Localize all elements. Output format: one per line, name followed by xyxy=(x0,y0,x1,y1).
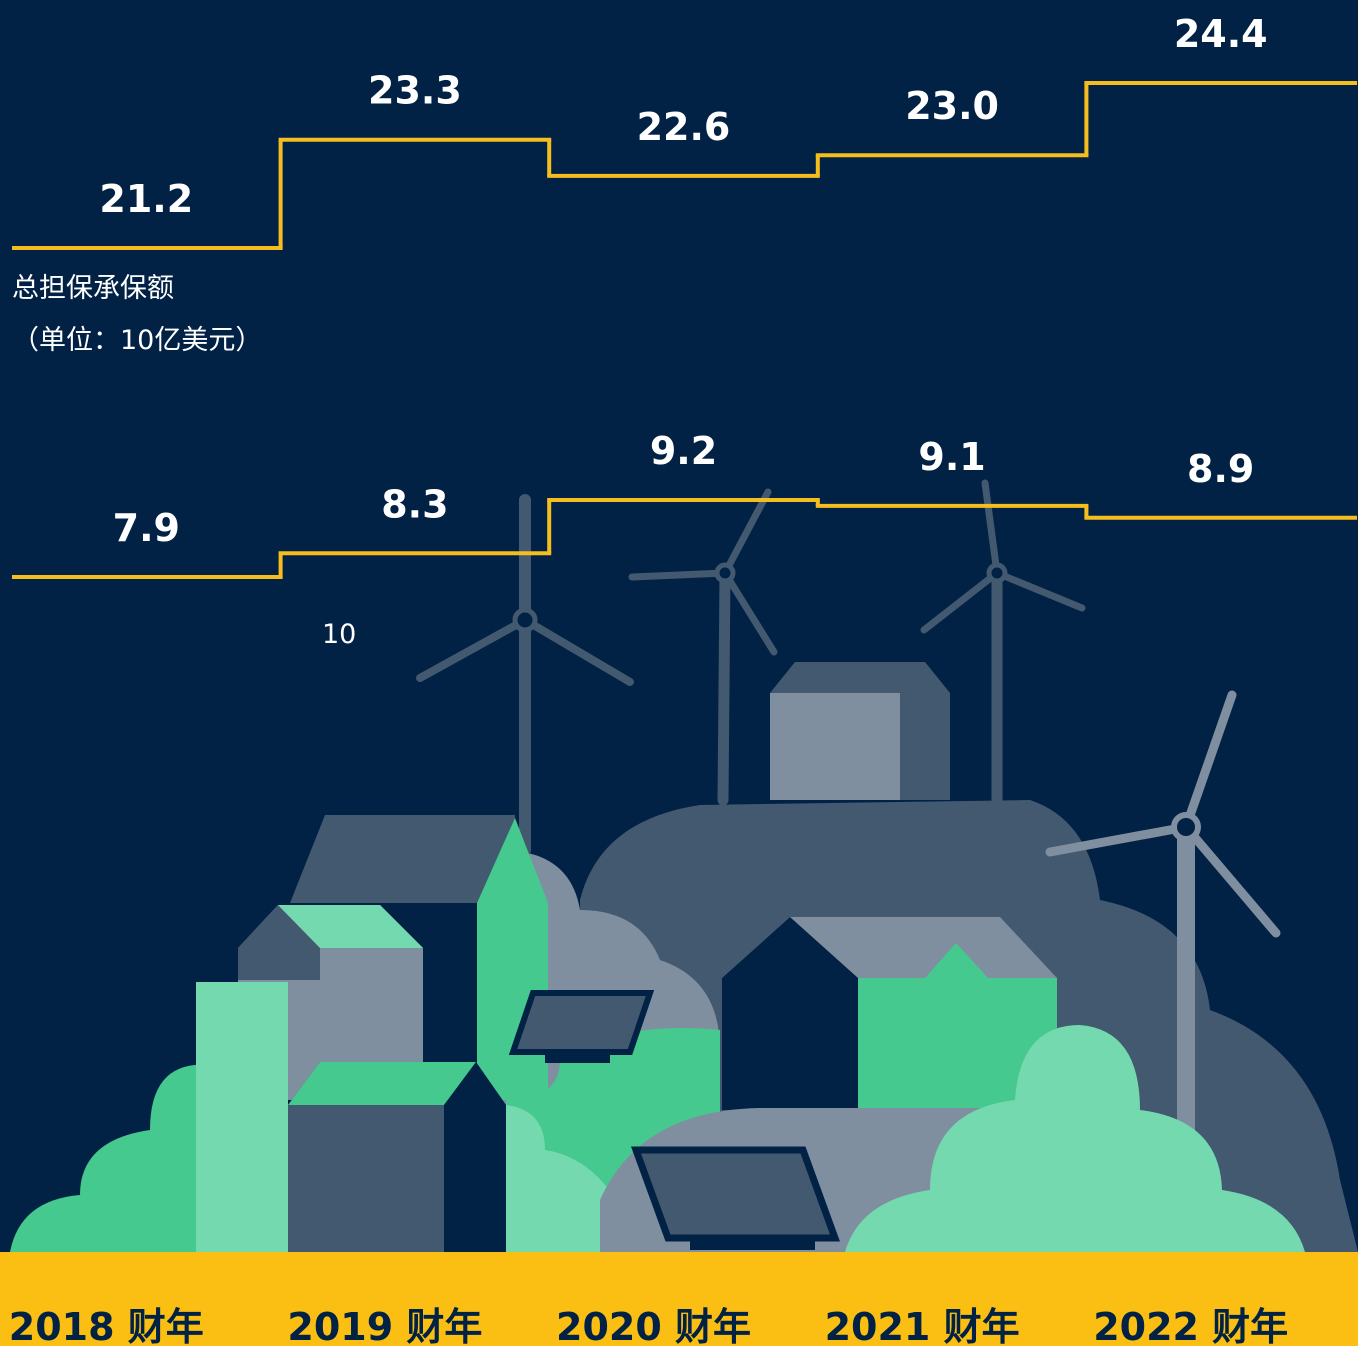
annotation: 10 xyxy=(322,619,356,650)
unit-label: （单位：10亿美元） xyxy=(12,325,262,356)
value-label: 9.1 xyxy=(918,435,985,479)
x-tick-label: 2021 财年 xyxy=(825,1305,1020,1346)
value-label: 22.6 xyxy=(637,105,731,149)
x-tick-label: 2020 财年 xyxy=(556,1305,751,1346)
value-label: 7.9 xyxy=(113,506,180,550)
x-tick-label: 2018 财年 xyxy=(9,1305,204,1346)
value-label: 9.2 xyxy=(650,429,717,473)
value-label: 8.3 xyxy=(381,482,448,526)
x-tick-label: 2019 财年 xyxy=(287,1305,482,1346)
value-label: 24.4 xyxy=(1174,12,1268,56)
value-label: 23.3 xyxy=(368,69,462,113)
value-label: 8.9 xyxy=(1187,447,1254,491)
value-label: 21.2 xyxy=(99,177,193,221)
series-label: 总担保承保额 xyxy=(12,273,174,304)
x-tick-label: 2022 财年 xyxy=(1093,1305,1288,1346)
value-label: 23.0 xyxy=(905,84,999,128)
illustration xyxy=(10,479,1358,1252)
year-band xyxy=(0,1252,1358,1346)
